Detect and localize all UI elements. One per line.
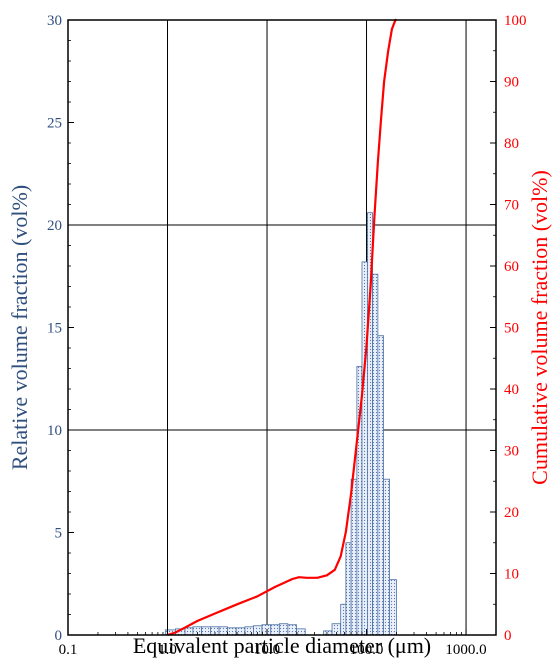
x-tick-label: 0.1 [59, 642, 78, 658]
x-tick-label: 10.0 [254, 642, 280, 658]
left-y-axis-label: Relative volume fraction (vol%) [7, 185, 32, 470]
right-y-tick-label: 10 [504, 567, 519, 583]
right-y-axis-label: Cumulative volume fraction (vol%) [527, 170, 552, 485]
histogram-bar [361, 261, 368, 636]
cumulative-line [167, 18, 397, 637]
left-y-tick-label: 15 [47, 321, 62, 337]
left-y-tick-label: 10 [47, 423, 62, 439]
histogram-bar [377, 335, 384, 636]
histogram-bars [164, 212, 397, 636]
cumulative-line-layer [167, 18, 397, 637]
x-tick-label: 1.0 [158, 642, 177, 658]
histogram-bar [340, 603, 347, 636]
plot-frame [67, 19, 497, 636]
histogram-bar [383, 478, 390, 636]
x-axis-label: Equivalent particle diameter (μm) [133, 633, 431, 658]
right-y-tick-label: 20 [504, 505, 519, 521]
grid-lines [68, 20, 496, 635]
histogram-bar [372, 273, 379, 636]
right-y-tick-label: 0 [504, 628, 512, 644]
right-y-tick-label: 90 [504, 75, 519, 91]
right-y-tick-label: 100 [504, 13, 527, 29]
axis-labels: Equivalent particle diameter (μm) Relati… [7, 170, 552, 658]
right-y-tick-label: 40 [504, 382, 519, 398]
right-y-tick-label: 50 [504, 321, 519, 337]
histogram-bar [350, 478, 358, 636]
left-y-tick-label: 30 [47, 13, 62, 29]
left-y-tick-label: 25 [47, 116, 62, 132]
right-y-tick-label: 80 [504, 136, 519, 152]
left-y-tick-label: 20 [47, 218, 62, 234]
axis-ticks: 0.1 1.0 10.0 100.0 1000.0 0 5 10 15 20 25 30 0 10 20 30… [47, 13, 527, 658]
histogram-bar [389, 579, 397, 636]
x-tick-label: 1000.0 [445, 642, 486, 658]
left-y-tick-label: 0 [55, 628, 63, 644]
right-y-tick-label: 70 [504, 198, 519, 214]
x-tick-label: 100.0 [350, 642, 384, 658]
right-y-tick-label: 30 [504, 444, 519, 460]
right-y-tick-label: 60 [504, 259, 519, 275]
left-y-tick-label: 5 [55, 526, 63, 542]
histogram-bar [345, 542, 352, 636]
